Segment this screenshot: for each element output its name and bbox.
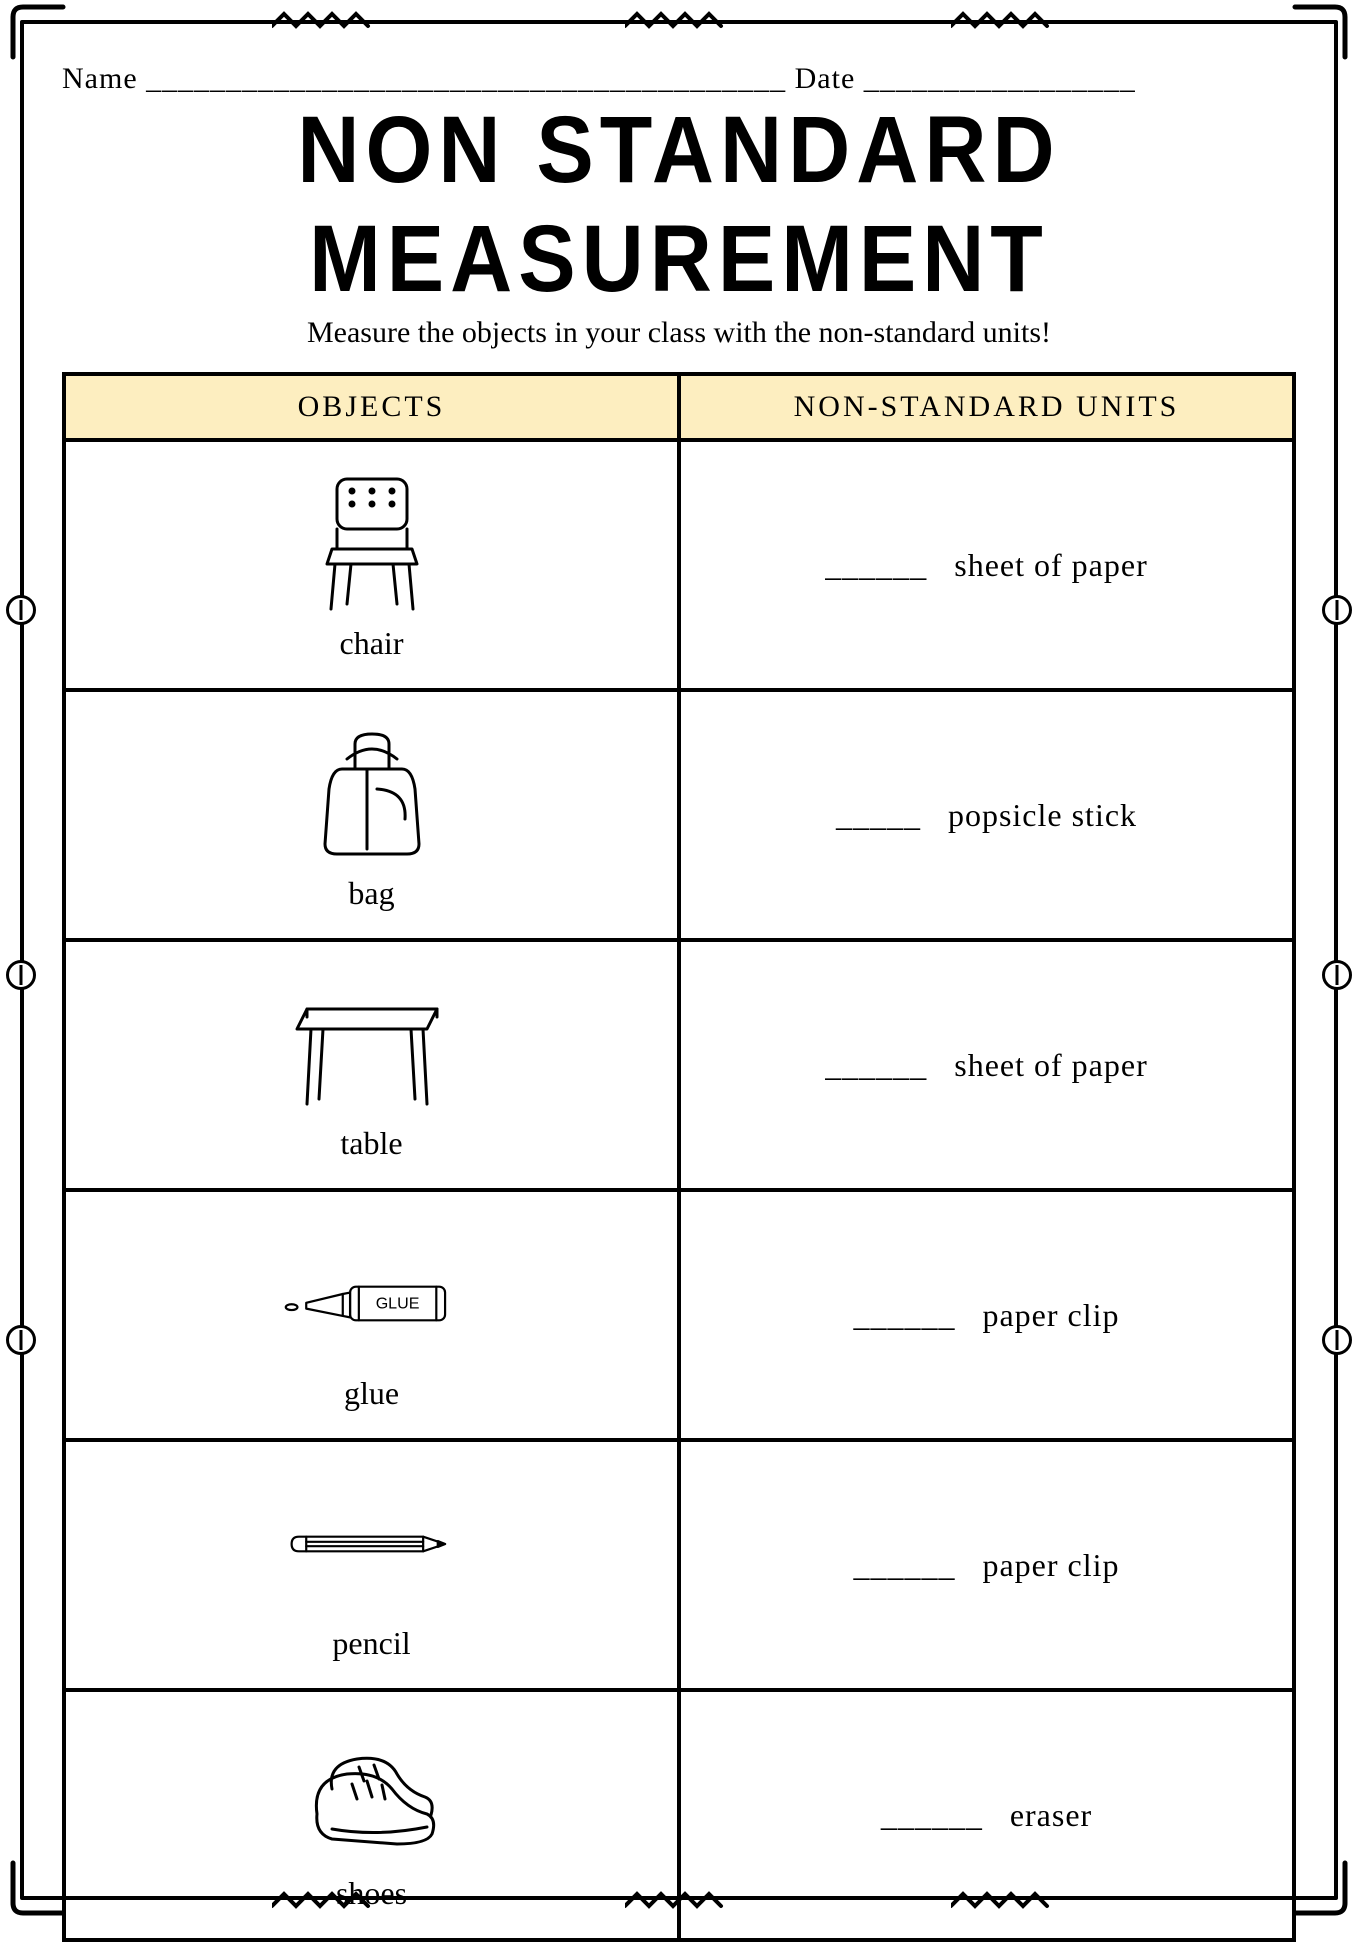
name-date-line: Name ___________________________________… [62, 62, 1296, 96]
answer-blank[interactable]: ______ [825, 547, 927, 583]
side-decoration [1322, 1325, 1352, 1355]
unit-cell[interactable]: ______ sheet of paper [679, 440, 1294, 690]
object-label: glue [344, 1375, 399, 1412]
object-label: table [340, 1125, 402, 1162]
table-icon [277, 969, 467, 1119]
side-decoration [6, 960, 36, 990]
object-cell: table [64, 940, 679, 1190]
side-decoration [1322, 960, 1352, 990]
name-blank[interactable]: ________________________________________ [146, 62, 786, 95]
object-cell: bag [64, 690, 679, 940]
answer-blank[interactable]: ______ [825, 1047, 927, 1083]
unit-label: popsicle stick [948, 797, 1137, 833]
table-row: table ______ sheet of paper [64, 940, 1294, 1190]
side-decoration [6, 1325, 36, 1355]
table-row: bag _____ popsicle stick [64, 690, 1294, 940]
corner-decoration [1290, 2, 1350, 62]
unit-label: paper clip [982, 1547, 1119, 1583]
object-cell: pencil [64, 1440, 679, 1690]
corner-decoration [8, 2, 68, 62]
object-cell: chair [64, 440, 679, 690]
answer-blank[interactable]: ______ [853, 1297, 955, 1333]
date-label: Date [795, 62, 856, 95]
zigzag-decoration [272, 1888, 372, 1912]
answer-blank[interactable]: _____ [836, 797, 921, 833]
unit-label: eraser [1010, 1797, 1092, 1833]
object-label: bag [348, 875, 394, 912]
bag-icon [277, 719, 467, 869]
unit-cell[interactable]: ______ paper clip [679, 1190, 1294, 1440]
answer-blank[interactable]: ______ [853, 1547, 955, 1583]
table-row: GLUE glue ______ paper clip [64, 1190, 1294, 1440]
object-cell: GLUE glue [64, 1190, 679, 1440]
side-decoration [6, 595, 36, 625]
table-row: pencil ______ paper clip [64, 1440, 1294, 1690]
glue-icon: GLUE [277, 1219, 467, 1369]
worksheet-subtitle: Measure the objects in your class with t… [62, 316, 1296, 350]
zigzag-decoration [625, 1888, 725, 1912]
column-header-objects: OBJECTS [64, 374, 679, 440]
worksheet-page: Name ___________________________________… [0, 0, 1358, 1920]
object-label: pencil [332, 1625, 410, 1662]
corner-decoration [8, 1858, 68, 1918]
svg-text:GLUE: GLUE [375, 1294, 419, 1312]
unit-label: sheet of paper [954, 547, 1147, 583]
zigzag-decoration [625, 8, 725, 32]
answer-blank[interactable]: ______ [881, 1797, 983, 1833]
column-header-units: NON-STANDARD UNITS [679, 374, 1294, 440]
side-decoration [1322, 595, 1352, 625]
table-row: chair ______ sheet of paper [64, 440, 1294, 690]
date-blank[interactable]: _________________ [864, 62, 1136, 95]
unit-cell[interactable]: ______ paper clip [679, 1440, 1294, 1690]
name-label: Name [62, 62, 138, 95]
zigzag-decoration [272, 8, 372, 32]
measurement-table: OBJECTS NON-STANDARD UNITS [62, 372, 1296, 1942]
object-label: chair [340, 625, 404, 662]
content-area: Name ___________________________________… [62, 62, 1296, 1872]
corner-decoration [1290, 1858, 1350, 1918]
zigzag-decoration [951, 1888, 1051, 1912]
unit-label: paper clip [982, 1297, 1119, 1333]
shoes-icon [277, 1719, 467, 1869]
worksheet-title: NON STANDARD MEASUREMENT [62, 96, 1296, 314]
pencil-icon [277, 1469, 467, 1619]
unit-cell[interactable]: ______ sheet of paper [679, 940, 1294, 1190]
unit-cell[interactable]: _____ popsicle stick [679, 690, 1294, 940]
zigzag-decoration [951, 8, 1051, 32]
chair-icon [277, 469, 467, 619]
unit-label: sheet of paper [954, 1047, 1147, 1083]
